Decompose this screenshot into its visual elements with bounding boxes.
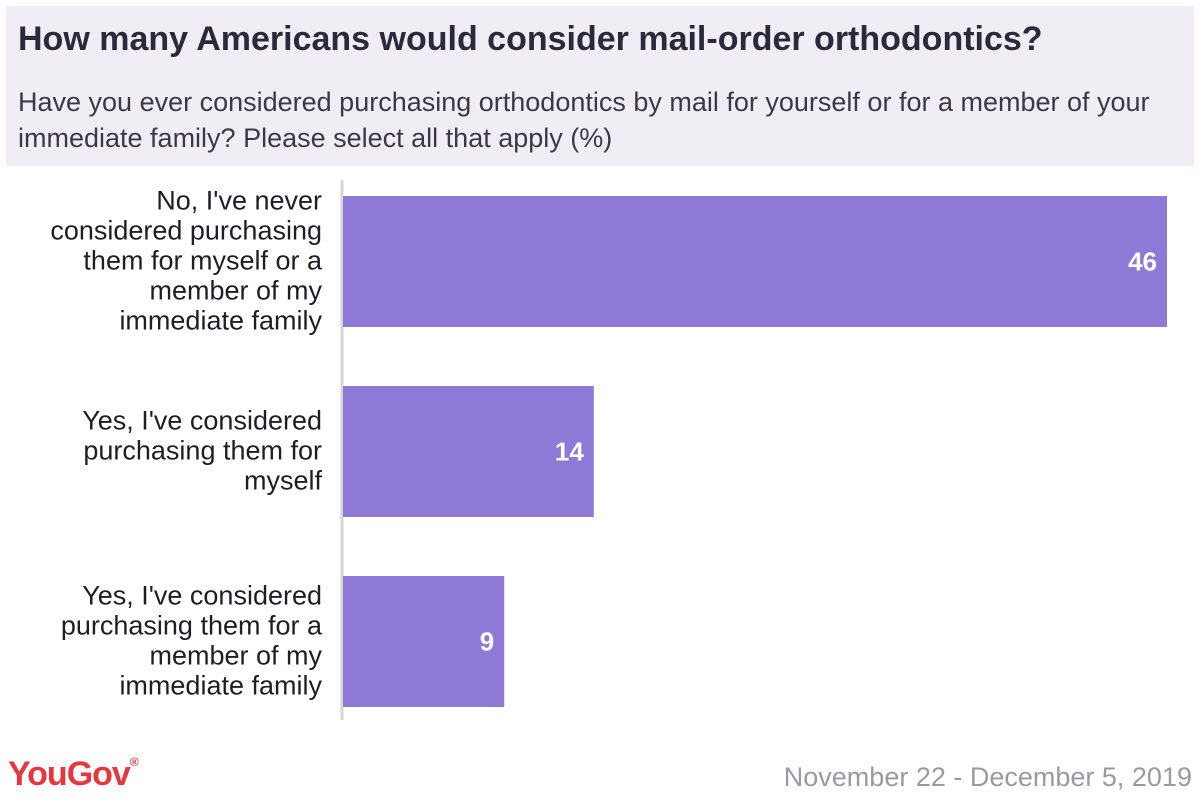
category-label-line: immediate family [119,671,322,701]
category-label-line: purchasing them for [83,436,322,466]
category-label-line: No, I've never [156,186,322,216]
category-label-line: myself [244,466,323,496]
category-label-line: them for myself or a [83,246,323,276]
category-label-line: Yes, I've considered [82,581,322,611]
category-label-line: considered purchasing [50,216,322,246]
chart-subtitle: Have you ever considered purchasing orth… [18,87,1150,153]
category-label-line: member of my [149,641,322,671]
yougov-logo: YouGov® [8,755,139,793]
category-label-line: Yes, I've considered [82,406,322,436]
survey-date-range: November 22 - December 5, 2019 [783,762,1192,792]
category-label-line: immediate family [119,306,322,336]
bar-value-label-3: 9 [480,627,494,657]
bar-value-label-1: 46 [1128,247,1157,277]
category-label-2: Yes, I've considered purchasing them for m… [82,406,322,496]
category-label-line: purchasing them for a [61,611,323,641]
bar-1 [343,196,1167,327]
registered-mark: ® [129,755,139,769]
bars-group: 46 No, I've never considered purchasing the… [50,186,1167,707]
chart-header: How many Americans would consider mail-o… [6,6,1194,166]
bar-chart: 46 No, I've never considered purchasing the… [50,180,1167,720]
category-label-3: Yes, I've considered purchasing them for … [61,581,323,701]
chart-title: How many Americans would consider mail-o… [18,20,1043,58]
bar-2 [343,386,594,517]
category-label-1: No, I've never considered purchasing them … [50,186,323,336]
category-label-line: member of my [149,276,322,306]
bar-value-label-2: 14 [555,437,584,467]
bar-3 [343,576,505,707]
